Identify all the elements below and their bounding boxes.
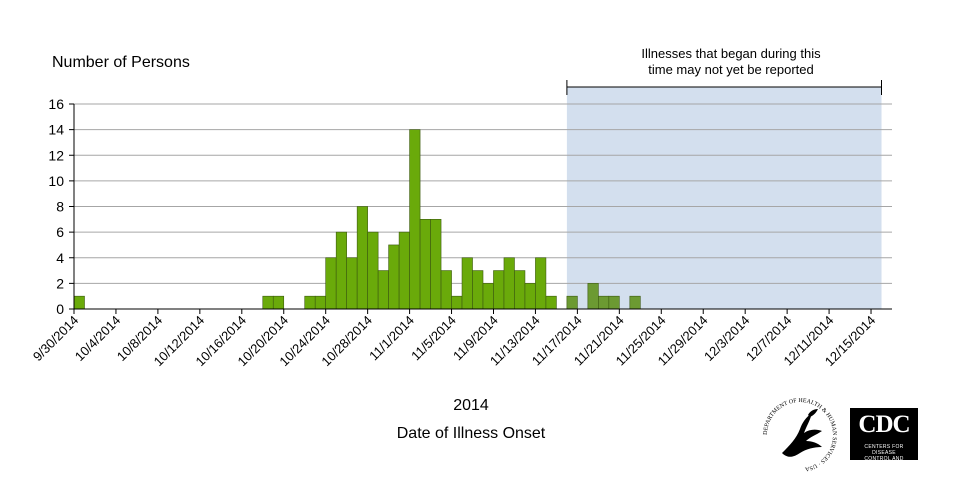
y-tick-label: 14 [48, 122, 64, 138]
cdc-subtitle: CENTERS FOR DISEASE CONTROL AND PREVENTI… [852, 444, 916, 468]
y-tick-label: 16 [48, 96, 64, 112]
y-tick-label: 6 [56, 224, 64, 240]
bar [493, 270, 505, 310]
x-axis-year-label: 2014 [453, 397, 489, 414]
cdc-letters: CDC [858, 411, 910, 438]
bar [629, 295, 641, 310]
cdc-subtitle-line-1: CENTERS FOR DISEASE [864, 444, 904, 456]
cdc-logo: CDC CENTERS FOR DISEASE CONTROL AND PREV… [850, 408, 918, 468]
y-tick-label: 8 [56, 199, 64, 215]
bar [598, 295, 610, 310]
bar [304, 295, 316, 310]
y-tick-layer: 0 2 4 6 8 10 12 14 16 [48, 96, 74, 317]
bar [262, 295, 274, 310]
annotation-bracket-layer [566, 80, 883, 95]
bar [325, 257, 337, 310]
y-tick-label: 10 [48, 173, 64, 189]
bar [545, 295, 557, 310]
bar [430, 219, 442, 310]
bar [314, 295, 326, 310]
bar [440, 270, 452, 310]
bar [409, 129, 421, 310]
bar [514, 270, 526, 310]
y-axis-label: Number of Persons [52, 54, 190, 71]
shaded-region-layer [566, 87, 882, 309]
shaded-region-annotation: Illnesses that began during this time ma… [596, 46, 866, 78]
annotation-line-2: time may not yet be reported [648, 62, 814, 77]
bar [388, 244, 400, 310]
bar [566, 295, 578, 310]
bar [73, 295, 85, 310]
bar [503, 257, 515, 310]
y-tick-label: 0 [56, 301, 64, 317]
x-axis-label: Date of Illness Onset [396, 425, 546, 442]
y-tick-label: 12 [48, 147, 64, 163]
bar [461, 257, 473, 310]
x-tick-label: 11/1/2014 [366, 313, 417, 364]
bar [482, 283, 494, 310]
bar [587, 283, 599, 310]
bar [472, 270, 484, 310]
bar [608, 295, 620, 310]
grid-layer [74, 103, 892, 284]
y-tick-label: 2 [56, 275, 64, 291]
shaded-region [566, 87, 882, 309]
hhs-eagle-icon [782, 409, 822, 457]
x-tick-layer: 9/30/201410/4/201410/8/201410/12/201410/… [30, 309, 878, 369]
bar [398, 231, 410, 310]
hhs-logo: DEPARTMENT OF HEALTH & HUMAN SERVICES · … [763, 398, 837, 472]
x-tick-label: 11/5/2014 [408, 313, 459, 364]
bar [451, 295, 463, 310]
bar [272, 295, 285, 310]
cdc-subtitle-line-2: CONTROL AND PREVENTION [864, 456, 904, 468]
bar [535, 257, 547, 310]
y-tick-label: 4 [56, 250, 64, 266]
bar [524, 283, 536, 310]
bar-layer [73, 129, 641, 310]
bar [346, 257, 358, 310]
bar [377, 270, 389, 310]
bar [367, 231, 379, 310]
bar [419, 219, 431, 310]
bar [335, 231, 347, 310]
bar [356, 206, 368, 310]
annotation-line-1: Illnesses that began during this [641, 46, 821, 61]
